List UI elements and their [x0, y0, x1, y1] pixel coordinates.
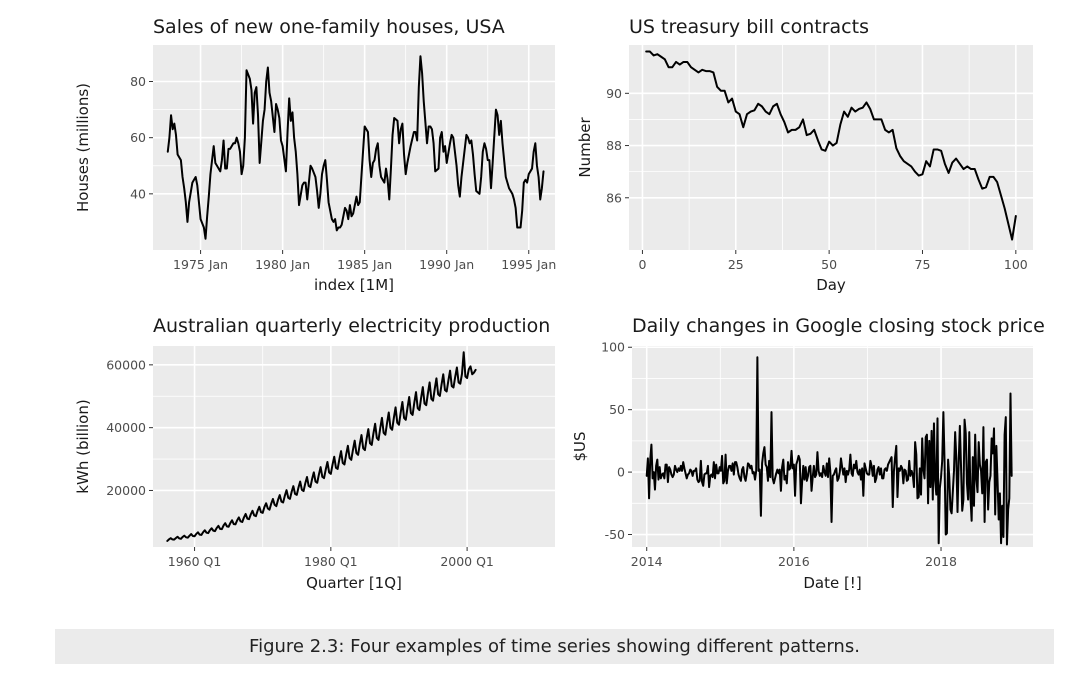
panel-treasury-bills: 0 25 50 75 100 86 88 90 US treasury bill contrac…: [576, 16, 1033, 294]
x-tick-label: 25: [728, 257, 744, 272]
y-tick-label: 100: [601, 340, 625, 355]
panel-electricity-production: 1960 Q1 1980 Q1 2000 Q1 20000 40000 60000 Aust…: [74, 315, 555, 592]
y-tick-label: -50: [605, 527, 625, 542]
y-tick-label: 80: [130, 74, 146, 89]
series-line: [166, 351, 477, 542]
x-tick-label: 1995 Jan: [501, 257, 556, 272]
x-tick-label: 75: [915, 257, 931, 272]
y-axis-label: $US: [571, 431, 589, 461]
x-axis-label: index [1M]: [314, 276, 394, 294]
y-tick-label: 40: [130, 186, 146, 201]
chart-title: Sales of new one-family houses, USA: [153, 16, 505, 38]
y-tick-label: 60: [130, 130, 146, 145]
x-axis-label: Quarter [1Q]: [306, 574, 402, 592]
figure-caption: Figure 2.3: Four examples of time series…: [55, 629, 1054, 664]
series-line: [645, 50, 1017, 241]
x-tick-label: 1990 Jan: [419, 257, 474, 272]
figure: 1975 Jan 1980 Jan 1985 Jan 1990 Jan 1995 Jan…: [74, 16, 1045, 592]
x-tick-label: 1985 Jan: [337, 257, 392, 272]
y-tick-label: 90: [606, 86, 622, 101]
y-axis-label: Number: [576, 117, 594, 178]
x-tick-label: 1960 Q1: [168, 554, 222, 569]
y-tick-label: 60000: [106, 357, 146, 372]
x-tick-label: 2018: [925, 554, 957, 569]
y-axis-label: Houses (millions): [74, 83, 92, 212]
x-axis-label: Day: [816, 276, 846, 294]
x-tick-label: 1980 Jan: [255, 257, 310, 272]
y-tick-label: 86: [606, 190, 622, 205]
y-tick-label: 40000: [106, 420, 146, 435]
panel-google-stock-changes: 2014 2016 2018 -50 0 50 100 Daily changes in Go…: [571, 315, 1045, 592]
chart-title: Australian quarterly electricity product…: [153, 315, 550, 337]
series-line: [645, 356, 1013, 546]
chart-title: US treasury bill contracts: [629, 16, 869, 38]
y-tick-label: 88: [606, 138, 622, 153]
x-tick-label: 1975 Jan: [173, 257, 228, 272]
y-tick-label: 50: [609, 402, 625, 417]
chart-title: Daily changes in Google closing stock pr…: [632, 315, 1045, 337]
plot-background: [629, 45, 1033, 250]
x-tick-label: 2014: [631, 554, 663, 569]
x-tick-label: 0: [638, 257, 646, 272]
y-axis-label: kWh (billion): [74, 399, 92, 493]
series-line: [166, 55, 545, 240]
x-tick-label: 100: [1004, 257, 1028, 272]
y-tick-label: 20000: [106, 483, 146, 498]
x-tick-label: 2016: [778, 554, 810, 569]
panel-house-sales: 1975 Jan 1980 Jan 1985 Jan 1990 Jan 1995 Jan…: [74, 16, 556, 294]
x-tick-label: 1980 Q1: [304, 554, 358, 569]
x-axis-label: Date [!]: [803, 574, 861, 592]
x-tick-label: 50: [821, 257, 837, 272]
y-tick-label: 0: [617, 465, 625, 480]
x-tick-label: 2000 Q1: [440, 554, 494, 569]
